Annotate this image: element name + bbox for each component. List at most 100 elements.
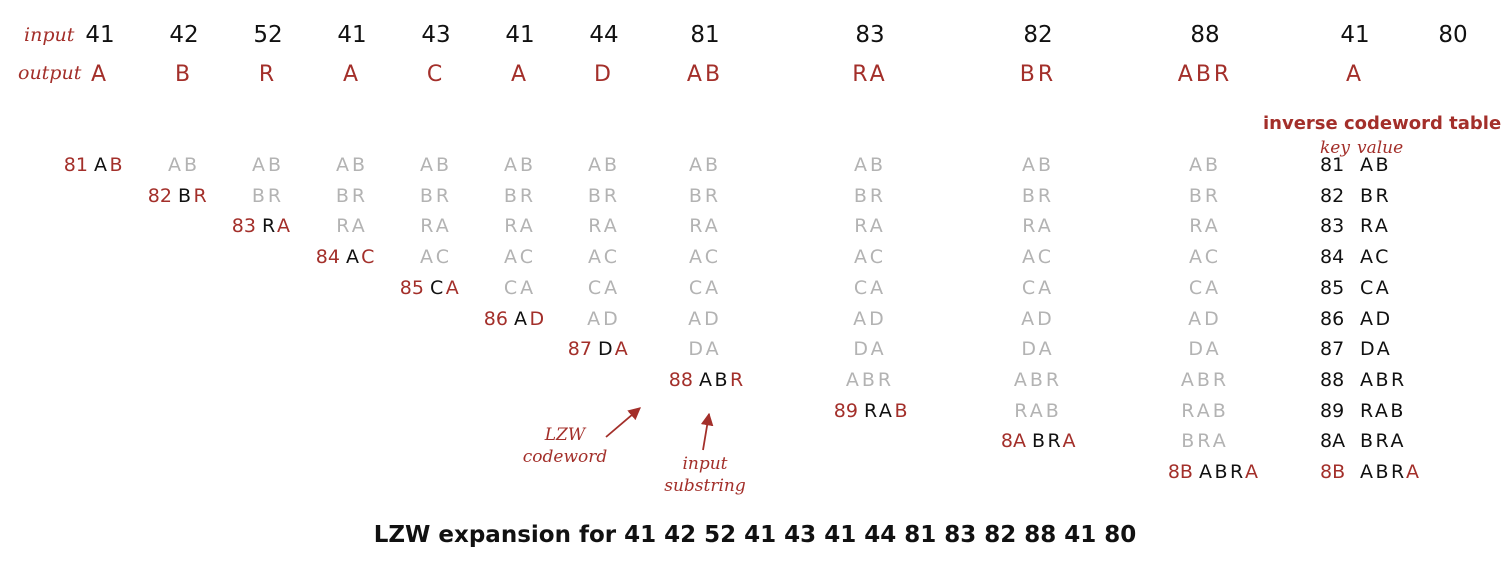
- table-value: BR: [1360, 184, 1392, 207]
- entry-key: 88: [668, 368, 699, 391]
- persisted-entry: RA: [689, 215, 721, 238]
- table-value: ABRA: [1360, 461, 1422, 483]
- entry-prefix: ABR: [1199, 461, 1245, 483]
- caption: LZW expansion for 41 42 52 41 43 41 44 8…: [373, 522, 1137, 548]
- entry-prefix: RA: [864, 399, 895, 422]
- persisted-entry: DA: [1188, 338, 1222, 361]
- table-key-header: key: [1320, 138, 1350, 158]
- input-code: 82: [1023, 22, 1053, 48]
- table-value: RAB: [1360, 399, 1406, 422]
- entry-prefix: A: [94, 154, 110, 176]
- persisted-entry: CA: [587, 276, 621, 299]
- entry-key: 85: [399, 276, 430, 299]
- entry-prefix: C: [430, 276, 446, 299]
- entry-prefix: B: [178, 184, 194, 207]
- table-value: ABR: [1360, 368, 1407, 391]
- table-row: 86 AD: [1320, 308, 1393, 330]
- entry-key: 81: [63, 154, 94, 176]
- persisted-entry: RAB: [1181, 399, 1229, 422]
- table-key: 84: [1320, 246, 1345, 269]
- entry-next-char: A: [1244, 461, 1261, 483]
- persisted-entry: RA: [588, 215, 620, 238]
- persisted-entry: AD: [853, 307, 887, 330]
- persisted-entry: ABR: [1013, 368, 1063, 391]
- input-code: 44: [589, 22, 619, 48]
- table-key: 86: [1320, 307, 1345, 330]
- table-key: 83: [1320, 215, 1345, 238]
- input-code: 83: [855, 22, 885, 48]
- entry-next-char: B: [894, 399, 910, 422]
- table-value: DA: [1360, 338, 1393, 361]
- output-string: R: [258, 62, 278, 87]
- table-row: 87 DA: [1320, 338, 1392, 360]
- table-key: 88: [1320, 368, 1345, 391]
- persisted-entry: RA: [1022, 215, 1054, 238]
- output-string: A: [510, 62, 530, 87]
- table-key: 81: [1320, 154, 1345, 176]
- table-value: CA: [1360, 276, 1392, 299]
- input-substring-annotation: input substring: [655, 453, 755, 497]
- entry-key: 8A: [1000, 430, 1032, 453]
- entry-prefix: AB: [699, 368, 731, 391]
- table-row: 82 BR: [1320, 185, 1391, 207]
- table-value: BRA: [1360, 430, 1406, 453]
- table-row: 84 AC: [1320, 246, 1391, 268]
- persisted-entry: ABR: [1180, 368, 1230, 391]
- table-row: 8B ABRA: [1320, 461, 1421, 483]
- persisted-entry: AB: [251, 154, 285, 176]
- entry-key: 83: [231, 215, 262, 238]
- new-codeword-entry: 84 AC: [316, 246, 377, 268]
- entry-prefix: BR: [1032, 430, 1063, 453]
- persisted-entry: AD: [587, 307, 621, 330]
- new-codeword-entry: 89 RAB: [834, 400, 910, 422]
- persisted-entry: RA: [336, 215, 368, 238]
- persisted-entry: BR: [1188, 184, 1222, 207]
- entry-key: 87: [567, 338, 598, 361]
- entry-next-char: D: [529, 307, 547, 330]
- input-code: 41: [337, 22, 367, 48]
- table-key: 89: [1320, 399, 1345, 422]
- input-code: 41: [505, 22, 535, 48]
- entry-next-char: A: [1062, 430, 1078, 453]
- persisted-entry: DA: [1021, 338, 1055, 361]
- input-code: 41: [1340, 22, 1370, 48]
- entry-next-char: C: [361, 246, 377, 269]
- persisted-entry: CA: [688, 276, 722, 299]
- persisted-entry: AC: [1022, 246, 1054, 269]
- output-string: BR: [1019, 62, 1057, 87]
- input-substring-annotation-line1: input: [682, 454, 728, 474]
- entry-next-char: B: [109, 154, 126, 176]
- table-row: 81 AB: [1320, 154, 1391, 176]
- output-string: A: [1345, 62, 1365, 87]
- persisted-entry: AB: [587, 154, 621, 176]
- table-value: RA: [1360, 215, 1391, 238]
- codeword-arrow: [605, 407, 641, 438]
- entry-next-char: A: [445, 276, 462, 299]
- output-string: A: [90, 62, 110, 87]
- input-row-label: input: [24, 24, 75, 46]
- persisted-entry: AD: [1188, 307, 1222, 330]
- output-string: A: [342, 62, 362, 87]
- table-row: 85 CA: [1320, 277, 1391, 299]
- table-row: 89 RAB: [1320, 400, 1406, 422]
- table-value: AC: [1360, 246, 1391, 269]
- entry-prefix: D: [598, 338, 615, 361]
- output-string: D: [594, 62, 614, 87]
- new-codeword-entry: 8A BRA: [1001, 430, 1078, 452]
- input-code: 42: [169, 22, 199, 48]
- new-codeword-entry: 82 BR: [148, 185, 209, 207]
- persisted-entry: AB: [688, 154, 722, 176]
- table-value: AB: [1360, 154, 1392, 176]
- new-codeword-entry: 8B ABRA: [1168, 461, 1261, 483]
- output-string: RA: [852, 62, 888, 87]
- entry-key: 89: [833, 399, 864, 422]
- persisted-entry: BR: [335, 184, 369, 207]
- input-code: 80: [1438, 22, 1468, 48]
- persisted-entry: AC: [504, 246, 536, 269]
- persisted-entry: RA: [854, 215, 886, 238]
- persisted-entry: BR: [419, 184, 453, 207]
- new-codeword-entry: 88 ABR: [669, 369, 746, 391]
- persisted-entry: BR: [1021, 184, 1055, 207]
